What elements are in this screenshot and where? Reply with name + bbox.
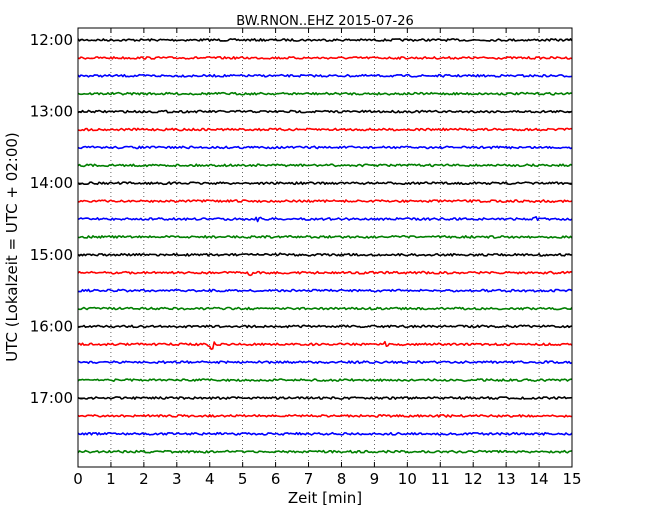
y-tick-label: 15:00 (30, 246, 73, 264)
x-tick-label: 7 (304, 470, 314, 488)
trace-line (77, 270, 573, 277)
trace-line (77, 396, 573, 400)
trace-line (77, 38, 573, 42)
trace-line (77, 378, 573, 382)
trace-line (77, 145, 573, 150)
trace-line (77, 91, 573, 96)
trace-line (77, 109, 573, 114)
y-axis-label: UTC (Lokalzeit = UTC + 02:00) (3, 132, 21, 362)
y-tick-label: 12:00 (30, 31, 73, 49)
trace-line (77, 431, 573, 436)
x-tick-label: 15 (562, 470, 581, 488)
trace-line (77, 235, 573, 239)
y-tick-label: 14:00 (30, 174, 73, 192)
x-tick-label: 12 (464, 470, 483, 488)
x-tick-label: 10 (398, 470, 417, 488)
trace-line (77, 73, 573, 78)
y-tick-label: 17:00 (30, 389, 73, 407)
trace-line (77, 306, 573, 311)
trace-line (77, 449, 573, 454)
x-tick-label: 0 (73, 470, 83, 488)
trace-line (77, 414, 573, 418)
x-tick-label: 14 (530, 470, 549, 488)
trace-group (77, 38, 573, 454)
y-axis: 12:00 13:00 14:00 15:00 16:00 17:00 (30, 31, 572, 407)
x-tick-label: 2 (139, 470, 149, 488)
trace-line (77, 360, 573, 365)
plot-frame (77, 27, 573, 468)
trace-line (77, 216, 573, 223)
trace-line (77, 324, 573, 329)
x-tick-label: 8 (337, 470, 347, 488)
y-tick-label: 13:00 (30, 103, 73, 121)
x-tick-label: 5 (238, 470, 248, 488)
x-tick-label: 1 (106, 470, 116, 488)
x-axis-label: Zeit [min] (288, 489, 362, 507)
y-tick-label: 16:00 (30, 317, 73, 335)
trace-line (77, 181, 572, 186)
x-tick-label: 6 (271, 470, 281, 488)
x-tick-label: 13 (497, 470, 516, 488)
trace-line (77, 163, 573, 168)
trace-line (77, 288, 573, 293)
trace-line (77, 56, 573, 60)
x-tick-label: 11 (431, 470, 450, 488)
trace-line (77, 252, 572, 257)
chart-title: BW.RNON..EHZ 2015-07-26 (236, 14, 414, 29)
x-tick-label: 9 (370, 470, 380, 488)
trace-line (77, 340, 573, 351)
x-tick-label: 3 (172, 470, 182, 488)
trace-line (77, 127, 572, 132)
trace-line (77, 199, 573, 203)
x-axis: 0 1 2 3 4 5 6 7 8 9 10 11 12 13 14 15 (73, 28, 582, 488)
x-tick-label: 4 (205, 470, 215, 488)
